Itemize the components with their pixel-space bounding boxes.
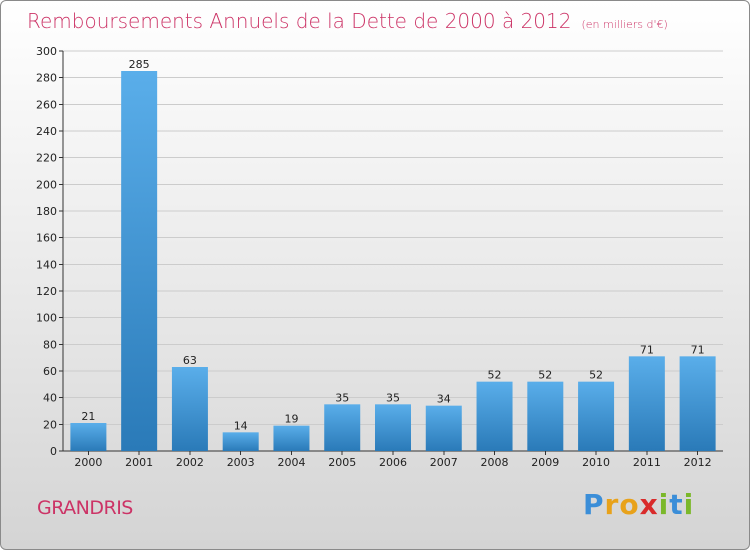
- bar-2006: [375, 404, 411, 451]
- x-tick-label: 2008: [481, 456, 509, 469]
- y-tick-label: 0: [50, 445, 57, 458]
- x-tick-label: 2004: [277, 456, 305, 469]
- value-label: 63: [183, 354, 197, 367]
- value-label: 34: [437, 393, 451, 406]
- logo-letter: i: [658, 488, 670, 521]
- title-unit: (en milliers d'€): [581, 18, 668, 31]
- place-name: GRANDRIS: [37, 497, 133, 519]
- logo-letter: t: [669, 488, 684, 521]
- bar-2012: [679, 356, 716, 451]
- x-tick-label: 2007: [430, 456, 458, 469]
- value-label: 71: [640, 343, 654, 356]
- bar-2009: [527, 381, 564, 451]
- x-tick-label: 2012: [684, 456, 712, 469]
- y-tick-label: 160: [36, 232, 57, 245]
- value-label: 52: [589, 369, 603, 382]
- x-tick-label: 2005: [328, 456, 356, 469]
- logo-letter: r: [604, 488, 620, 521]
- bar-2005: [324, 404, 361, 451]
- value-label: 35: [386, 391, 400, 404]
- x-tick-label: 2006: [379, 456, 407, 469]
- proxiti-logo: Proxiti: [583, 488, 694, 521]
- value-label: 285: [129, 58, 150, 71]
- y-tick-label: 80: [43, 338, 57, 351]
- bar-2008: [476, 381, 513, 451]
- bar-2003: [222, 432, 259, 451]
- y-tick-label: 200: [36, 178, 57, 191]
- value-label: 52: [488, 369, 502, 382]
- bar-2007: [425, 405, 462, 451]
- y-tick-label: 260: [36, 98, 57, 111]
- y-tick-label: 40: [43, 392, 57, 405]
- logo-letter: i: [683, 488, 695, 521]
- y-tick-label: 140: [36, 258, 57, 271]
- bar-2004: [273, 425, 310, 451]
- bar-2001: [121, 71, 158, 451]
- title-main: Remboursements Annuels de la Dette de 20…: [27, 9, 572, 33]
- bar-2000: [70, 423, 107, 451]
- value-label: 71: [691, 343, 705, 356]
- x-tick-label: 2009: [531, 456, 559, 469]
- logo-letter: P: [583, 488, 605, 521]
- value-label: 19: [284, 413, 298, 426]
- x-tick-label: 2001: [125, 456, 153, 469]
- y-tick-label: 180: [36, 205, 57, 218]
- value-label: 21: [81, 410, 95, 423]
- x-tick-label: 2002: [176, 456, 204, 469]
- x-tick-label: 2003: [227, 456, 255, 469]
- bar-2002: [171, 367, 208, 451]
- y-tick-label: 20: [43, 418, 57, 431]
- value-label: 35: [335, 391, 349, 404]
- y-tick-label: 120: [36, 285, 57, 298]
- x-tick-label: 2011: [633, 456, 661, 469]
- logo-letter: x: [639, 488, 659, 521]
- logo-letter: o: [619, 488, 640, 521]
- y-tick-label: 300: [36, 45, 57, 58]
- bar-2010: [578, 381, 615, 451]
- value-label: 52: [538, 369, 552, 382]
- bar-2011: [628, 356, 665, 451]
- y-tick-label: 100: [36, 312, 57, 325]
- y-tick-label: 280: [36, 72, 57, 85]
- y-tick-label: 240: [36, 125, 57, 138]
- chart-title: Remboursements Annuels de la Dette de 20…: [27, 9, 668, 33]
- value-label: 14: [234, 419, 248, 432]
- y-tick-label: 220: [36, 152, 57, 165]
- x-tick-label: 2000: [74, 456, 102, 469]
- x-tick-label: 2010: [582, 456, 610, 469]
- y-tick-label: 60: [43, 365, 57, 378]
